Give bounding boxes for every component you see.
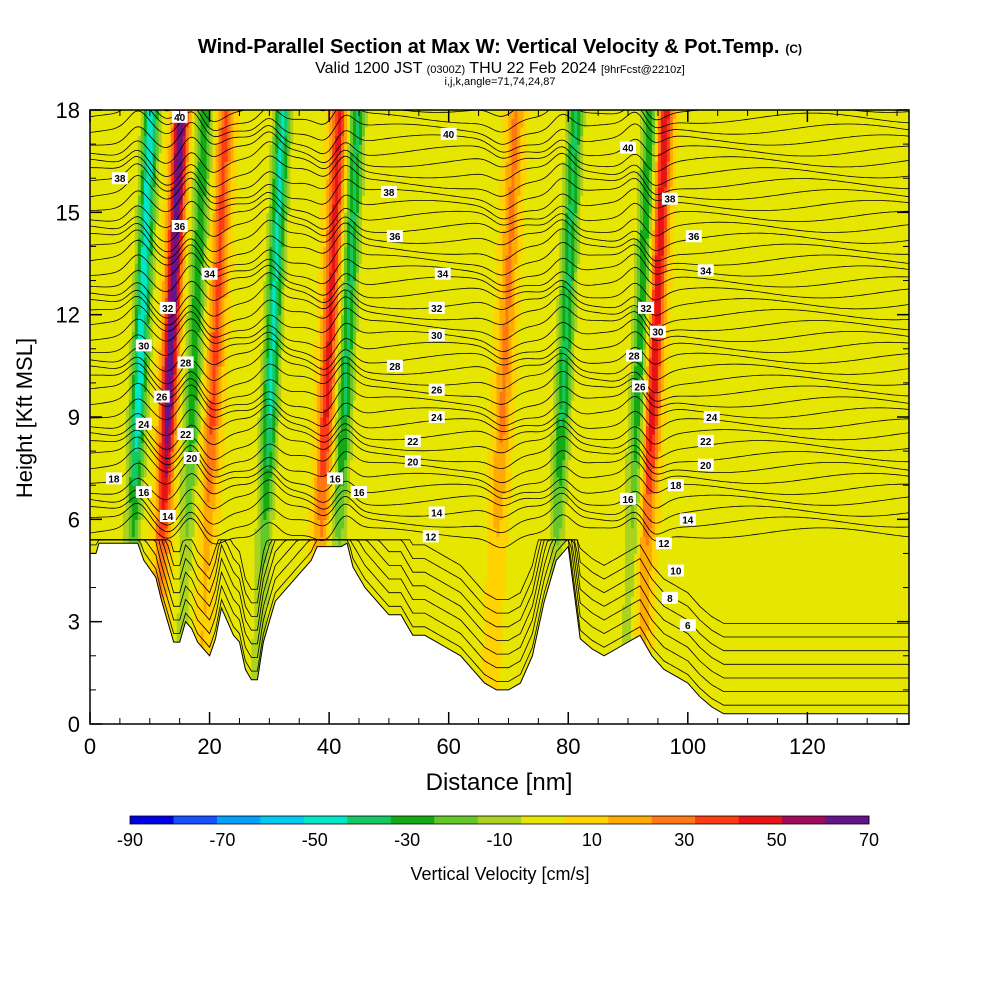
cross-section-chart: 4040403838383636 3634 34 3432 32 323030 3028 28…: [0, 0, 1000, 1000]
